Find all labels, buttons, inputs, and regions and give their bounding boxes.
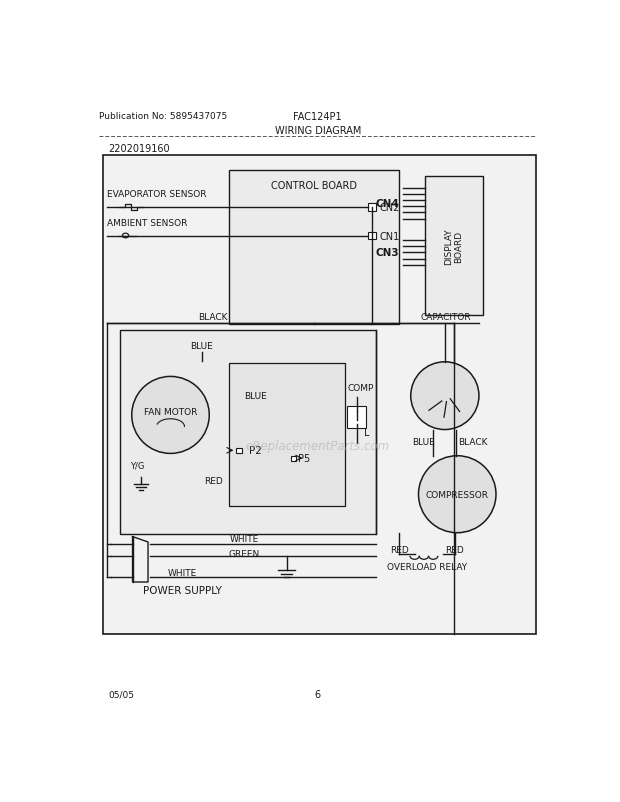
- Text: POWER SUPPLY: POWER SUPPLY: [143, 585, 222, 596]
- Bar: [347, 407, 366, 428]
- Bar: [229, 364, 345, 506]
- Text: CONTROL BOARD: CONTROL BOARD: [271, 180, 357, 191]
- Circle shape: [418, 456, 496, 533]
- Text: CAPACITOR: CAPACITOR: [420, 313, 471, 322]
- Text: L: L: [365, 427, 370, 437]
- Text: CN4: CN4: [375, 199, 399, 209]
- Text: RED: RED: [204, 476, 223, 485]
- Text: COMPRESSOR: COMPRESSOR: [426, 490, 489, 499]
- Circle shape: [131, 377, 210, 454]
- Text: 6: 6: [315, 690, 321, 699]
- Text: P5: P5: [298, 453, 311, 464]
- Text: CN1: CN1: [379, 231, 400, 241]
- Bar: [368, 204, 376, 212]
- Bar: [120, 330, 376, 535]
- Bar: [368, 233, 376, 240]
- Text: DISPLAY
BOARD: DISPLAY BOARD: [444, 228, 464, 265]
- Text: AMBIENT SENSOR: AMBIENT SENSOR: [107, 219, 187, 228]
- Text: WIRING DIAGRAM: WIRING DIAGRAM: [275, 125, 361, 136]
- Text: BLACK: BLACK: [458, 438, 487, 447]
- Text: 05/05: 05/05: [108, 690, 135, 699]
- Text: BLUE: BLUE: [190, 342, 213, 350]
- Bar: [291, 456, 296, 461]
- Text: BLUE: BLUE: [244, 391, 267, 401]
- Text: EVAPORATOR SENSOR: EVAPORATOR SENSOR: [107, 190, 206, 199]
- Text: FAC124P1: FAC124P1: [293, 111, 342, 122]
- Text: P2: P2: [249, 446, 262, 456]
- Text: GREEN: GREEN: [229, 549, 260, 558]
- Text: Publication No: 5895437075: Publication No: 5895437075: [99, 111, 228, 120]
- Text: eReplacementParts.com: eReplacementParts.com: [246, 439, 390, 452]
- Bar: [229, 171, 399, 325]
- Text: Y/G: Y/G: [130, 461, 144, 470]
- Text: RED: RED: [390, 545, 409, 554]
- Text: BLUE: BLUE: [412, 438, 435, 447]
- Bar: [103, 156, 536, 634]
- Text: CN2: CN2: [379, 203, 400, 213]
- Text: COMP: COMP: [347, 384, 374, 393]
- Text: RED: RED: [446, 545, 464, 554]
- Bar: [236, 448, 242, 454]
- Text: WHITE: WHITE: [229, 534, 259, 543]
- Bar: [425, 177, 483, 315]
- Text: OVERLOAD RELAY: OVERLOAD RELAY: [387, 562, 467, 571]
- Text: 2202019160: 2202019160: [108, 144, 170, 154]
- Text: FAN MOTOR: FAN MOTOR: [144, 407, 197, 416]
- Text: BLACK: BLACK: [198, 313, 228, 322]
- Circle shape: [410, 363, 479, 430]
- Text: CN3: CN3: [376, 248, 399, 258]
- Text: WHITE: WHITE: [167, 569, 197, 577]
